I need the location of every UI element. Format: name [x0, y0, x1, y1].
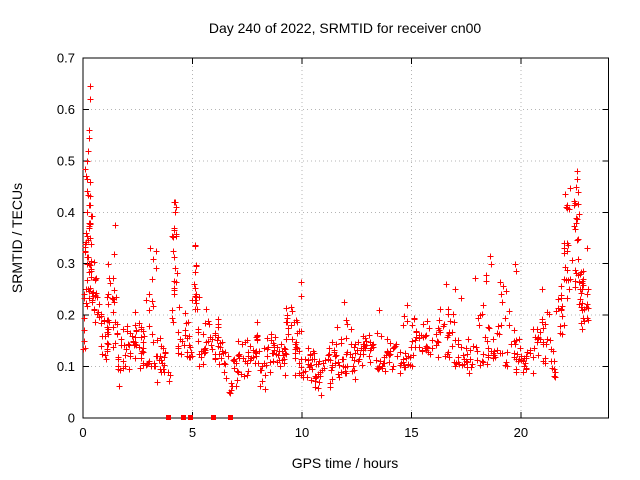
x-tick-label: 5	[189, 425, 196, 440]
y-tick-label: 0.6	[57, 102, 75, 117]
data-points	[80, 83, 592, 420]
y-axis-label: SRMTID / TECUs	[9, 183, 25, 293]
chart-title: Day 240 of 2022, SRMTID for receiver cn0…	[209, 20, 482, 36]
y-tick-label: 0.5	[57, 153, 75, 168]
x-tick-label: 20	[514, 425, 528, 440]
flagged-zero-square	[228, 415, 234, 420]
x-tick-label: 15	[404, 425, 418, 440]
flagged-zero-square	[188, 415, 194, 420]
y-tick-label: 0.4	[57, 205, 75, 220]
y-tick-label: 0.3	[57, 256, 75, 271]
y-tick-labels: 0 0.1 0.2 0.3 0.4 0.5 0.6 0.7	[57, 51, 75, 426]
srmtid-plus-markers	[80, 83, 592, 399]
flagged-zero-square	[165, 415, 171, 420]
y-tick-label: 0	[68, 411, 75, 426]
flagged-zero-square	[180, 415, 186, 420]
y-tick-label: 0.2	[57, 308, 75, 323]
x-tick-label: 0	[79, 425, 86, 440]
x-tick-labels: 0 5 10 15 20	[79, 425, 528, 440]
y-tick-label: 0.7	[57, 51, 75, 66]
y-tick-label: 0.1	[57, 359, 75, 374]
plot-border	[82, 57, 609, 419]
x-axis-label: GPS time / hours	[292, 455, 399, 471]
x-tick-label: 10	[295, 425, 309, 440]
flagged-zero-square	[210, 415, 216, 420]
